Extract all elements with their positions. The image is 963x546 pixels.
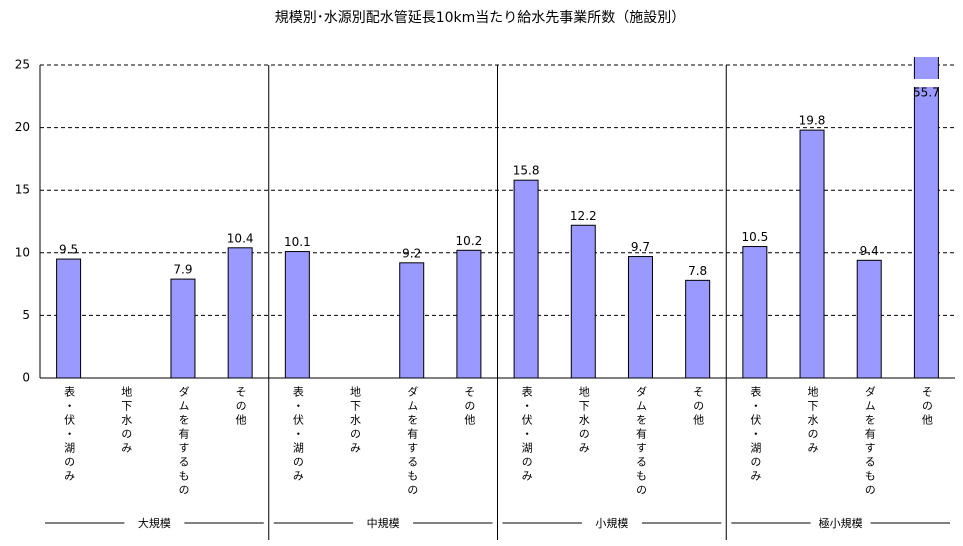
y-tick-label: 10 — [15, 245, 30, 259]
bar — [856, 259, 882, 379]
x-tick-label: 地下水のみ — [349, 386, 362, 456]
x-tick-label: 地下水のみ — [806, 386, 819, 456]
group-label-bg — [124, 516, 185, 530]
y-tick-label: 15 — [15, 183, 30, 197]
x-tick-label: 表・伏・湖のみ — [520, 385, 533, 484]
x-tick-label: 表・伏・湖のみ — [291, 385, 304, 484]
value-label: 10.1 — [284, 235, 311, 249]
value-label: 10.5 — [741, 230, 768, 244]
group-label-bg — [581, 516, 642, 530]
x-tick-label: 表・伏・湖のみ — [749, 385, 762, 484]
group-label-bg — [353, 516, 414, 530]
bar — [627, 256, 653, 379]
x-tick-label: ダムを有するもの — [634, 386, 647, 498]
y-tick-label: 20 — [15, 120, 30, 134]
value-label: 15.8 — [513, 164, 540, 178]
bar — [570, 224, 596, 379]
value-label: 12.2 — [570, 209, 597, 223]
x-tick-label: ダムを有するもの — [177, 386, 190, 498]
x-tick-label: 表・伏・湖のみ — [63, 385, 76, 484]
bar — [799, 129, 825, 379]
group-label: 極小規模 — [819, 516, 863, 530]
x-tick-label: その他 — [234, 386, 247, 428]
bar — [913, 57, 939, 379]
x-tick-label: 地下水のみ — [120, 386, 133, 456]
value-label: 10.2 — [456, 234, 483, 248]
group-label: 大規模 — [138, 516, 171, 530]
bar — [170, 278, 196, 379]
group-label: 中規模 — [367, 516, 400, 530]
bar — [513, 179, 539, 379]
y-tick-label: 0 — [22, 371, 30, 385]
bar — [227, 247, 253, 379]
value-label: 7.8 — [688, 264, 707, 278]
bar — [456, 249, 482, 379]
y-tick-label: 5 — [22, 308, 30, 322]
bar — [742, 246, 768, 379]
bar — [284, 251, 310, 379]
chart-title: 規模別･水源別配水管延長10km当たり給水先事業所数（施設別） — [275, 10, 686, 26]
x-tick-label: ダムを有するもの — [863, 386, 876, 498]
value-label: 55.7 — [913, 86, 940, 100]
x-tick-label: 地下水のみ — [577, 386, 590, 456]
bar — [399, 262, 425, 379]
x-tick-label: その他 — [692, 386, 705, 428]
group-label: 小規模 — [595, 516, 628, 530]
value-label: 7.9 — [173, 263, 192, 277]
x-tick-label: ダムを有するもの — [406, 386, 419, 498]
value-label: 19.8 — [799, 114, 826, 128]
bar — [685, 279, 711, 379]
x-tick-label: その他 — [463, 386, 476, 428]
value-label: 9.2 — [402, 246, 421, 260]
x-tick-label: その他 — [920, 386, 933, 428]
value-label: 9.5 — [59, 243, 78, 257]
y-tick-label: 25 — [15, 58, 30, 72]
group-label-bg — [810, 516, 871, 530]
value-label: 10.4 — [227, 231, 254, 245]
value-label: 9.7 — [631, 240, 650, 254]
value-label: 9.4 — [860, 244, 879, 258]
bar — [56, 258, 82, 379]
break-gap — [912, 79, 941, 87]
